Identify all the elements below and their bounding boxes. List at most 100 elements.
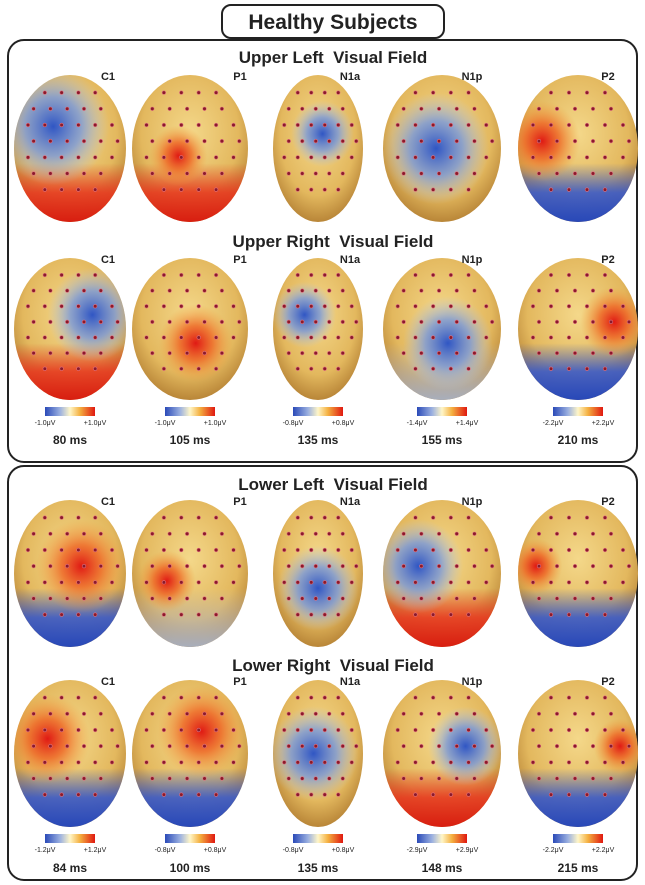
electrode xyxy=(296,696,300,700)
scale-min: -0.8μV xyxy=(283,420,304,427)
electrode xyxy=(323,728,327,732)
electrode xyxy=(309,156,313,160)
electrode xyxy=(82,744,86,748)
electrode xyxy=(585,273,589,277)
electrode xyxy=(420,320,424,324)
electrode xyxy=(185,139,189,143)
electrode xyxy=(168,107,172,111)
component-label: N1p xyxy=(462,676,483,688)
electrode xyxy=(537,351,541,355)
electrode xyxy=(26,336,30,340)
component-label: P1 xyxy=(233,254,246,266)
electrode xyxy=(555,172,559,176)
electrode xyxy=(484,304,488,308)
electrode xyxy=(455,107,459,111)
electrode xyxy=(82,564,86,568)
electrode xyxy=(420,597,424,601)
electrode xyxy=(162,91,166,95)
electrode xyxy=(296,336,300,340)
electrode xyxy=(414,367,418,371)
scalp-band xyxy=(518,588,638,647)
electrode xyxy=(414,336,418,340)
scalp-map xyxy=(132,258,248,400)
electrode xyxy=(467,761,471,765)
electrode xyxy=(350,304,354,308)
electrode xyxy=(537,107,541,111)
electrode xyxy=(296,367,300,371)
electrode xyxy=(573,289,577,293)
electrode xyxy=(197,304,201,308)
electrode xyxy=(220,712,224,716)
electrode xyxy=(549,516,553,520)
electrode xyxy=(323,188,327,192)
electrode xyxy=(531,304,535,308)
electrode xyxy=(402,351,406,355)
electrode xyxy=(185,320,189,324)
component-label: P2 xyxy=(601,496,614,508)
electrode xyxy=(341,289,345,293)
electrode xyxy=(300,139,304,143)
electrode xyxy=(341,107,345,111)
electrode xyxy=(99,289,103,293)
electrode xyxy=(203,532,207,536)
electrode xyxy=(555,532,559,536)
electrode xyxy=(65,289,69,293)
electrode xyxy=(238,320,242,324)
electrode xyxy=(573,597,577,601)
scale-max: +2.2μV xyxy=(592,847,615,854)
electrode xyxy=(414,123,418,127)
electrode xyxy=(396,336,400,340)
electrode xyxy=(32,107,36,111)
electrode xyxy=(77,728,81,732)
electrode xyxy=(591,289,595,293)
color-bar xyxy=(165,834,215,843)
electrode xyxy=(314,139,318,143)
electrode xyxy=(314,564,318,568)
electrode xyxy=(162,304,166,308)
electrode xyxy=(336,728,340,732)
electrode xyxy=(323,156,327,160)
component-label: P2 xyxy=(601,676,614,688)
electrode xyxy=(220,564,224,568)
electrode xyxy=(151,564,155,568)
electrode xyxy=(467,613,471,617)
electrode xyxy=(402,532,406,536)
electrode xyxy=(402,564,406,568)
electrode xyxy=(531,761,535,765)
electrode xyxy=(99,532,103,536)
scalp-map xyxy=(273,75,363,222)
electrode xyxy=(99,777,103,781)
electrode xyxy=(449,123,453,127)
electrode xyxy=(43,696,47,700)
component-label: N1a xyxy=(340,676,361,688)
electrode xyxy=(220,532,224,536)
electrode xyxy=(300,597,304,601)
scale-min: -2.9μV xyxy=(407,847,428,854)
electrode xyxy=(549,696,553,700)
electrode xyxy=(323,304,327,308)
electrode xyxy=(603,91,607,95)
electrode xyxy=(549,548,553,552)
electrode xyxy=(585,367,589,371)
electrode xyxy=(43,793,47,797)
electrode xyxy=(455,532,459,536)
electrode xyxy=(60,761,64,765)
electrode xyxy=(323,613,327,617)
electrode xyxy=(168,564,172,568)
electrode xyxy=(573,139,577,143)
electrode xyxy=(627,320,631,324)
electrode xyxy=(65,351,69,355)
scale-max: +0.8μV xyxy=(332,420,355,427)
electrode xyxy=(180,613,184,617)
electrode xyxy=(203,172,207,176)
scalp-map xyxy=(132,500,248,647)
electrode xyxy=(537,712,541,716)
electrode xyxy=(555,564,559,568)
electrode xyxy=(609,107,613,111)
electrode xyxy=(431,123,435,127)
electrode xyxy=(603,336,607,340)
electrode xyxy=(110,728,114,732)
electrode xyxy=(437,597,441,601)
electrode xyxy=(99,351,103,355)
electrode xyxy=(567,91,571,95)
